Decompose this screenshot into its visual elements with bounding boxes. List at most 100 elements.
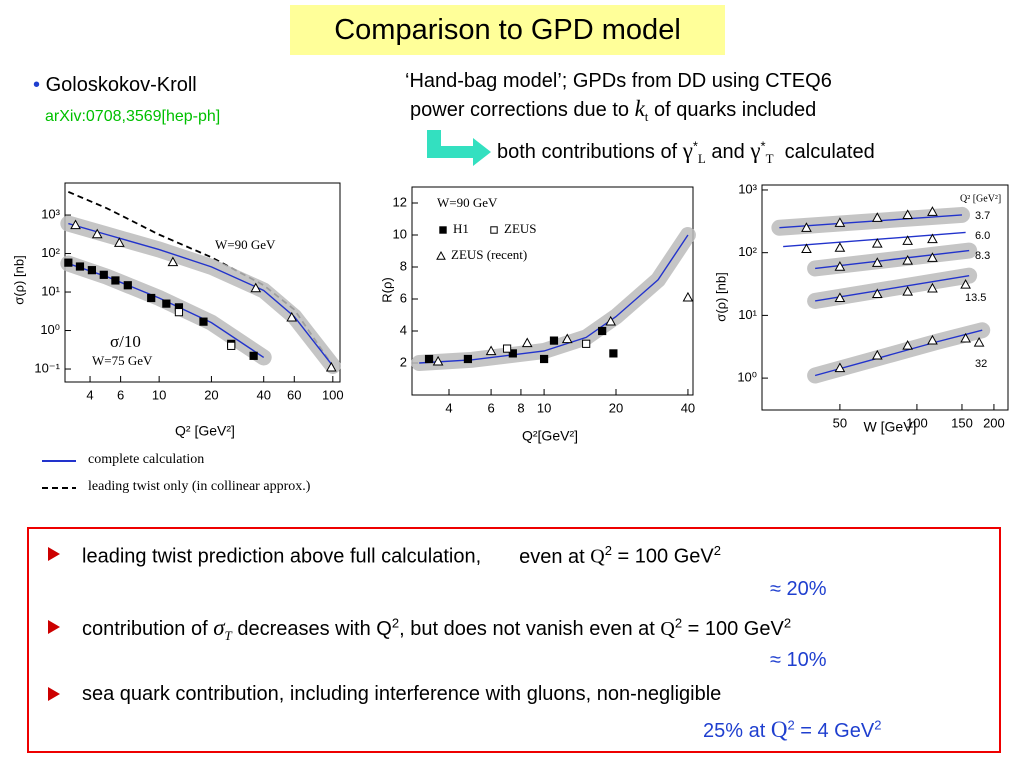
model-curve bbox=[419, 234, 689, 364]
triangle-marker bbox=[973, 336, 985, 347]
triangle-marker bbox=[286, 311, 298, 322]
x-tick-label: 8 bbox=[517, 400, 524, 415]
y-tick-label: 10⁰ bbox=[737, 370, 757, 385]
x-tick-label: 200 bbox=[983, 415, 1005, 430]
square-marker bbox=[424, 354, 434, 364]
title: Comparison to GPD model bbox=[290, 5, 725, 55]
y-tick-label: 10³ bbox=[41, 206, 60, 221]
square-marker bbox=[174, 308, 184, 317]
square-marker bbox=[199, 317, 208, 326]
y-tick-label: 2 bbox=[400, 354, 407, 369]
triangle-marker bbox=[561, 333, 573, 344]
box-line: ≈ 20% bbox=[770, 578, 827, 600]
t: = 100 GeV bbox=[682, 618, 784, 640]
t: Q bbox=[660, 618, 675, 640]
y-tick-label: 8 bbox=[400, 258, 407, 273]
legend-entry: leading twist only (in collinear approx.… bbox=[88, 479, 311, 494]
t: 2 bbox=[713, 543, 721, 558]
y-tick-label: 10¹ bbox=[41, 283, 60, 298]
t: 2 bbox=[787, 717, 795, 733]
t: 2 bbox=[783, 615, 792, 631]
t: contribution of bbox=[82, 618, 214, 640]
square-marker bbox=[249, 351, 258, 360]
triangle-marker bbox=[485, 345, 497, 356]
square-marker bbox=[502, 344, 512, 353]
box-line: contribution of σT decreases with Q2, bu… bbox=[82, 615, 791, 644]
t: both contributions of bbox=[497, 141, 683, 163]
y-tick-label: 10³ bbox=[738, 181, 757, 196]
reference: arXiv:0708,3569[hep-ph] bbox=[45, 108, 221, 125]
x-tick-label: 100 bbox=[906, 415, 928, 430]
square-marker bbox=[508, 349, 517, 358]
t: leading twist prediction above full calc… bbox=[82, 545, 482, 568]
box-line: ≈ 10% bbox=[770, 649, 827, 671]
triangle-marker bbox=[871, 237, 883, 248]
square-marker bbox=[463, 354, 473, 364]
t: L bbox=[697, 151, 706, 166]
t: t bbox=[644, 109, 649, 124]
x-tick-label: 60 bbox=[287, 387, 301, 402]
triangle-marker bbox=[927, 233, 938, 244]
t: * bbox=[760, 138, 766, 154]
square-marker bbox=[147, 293, 156, 303]
t: 2 bbox=[674, 615, 683, 631]
x-tick-label: 100 bbox=[322, 387, 344, 402]
y-tick-label: 10¹ bbox=[738, 307, 757, 322]
x-tick-label: 4 bbox=[86, 387, 93, 402]
triangle-marker bbox=[834, 292, 846, 303]
triangle-marker bbox=[114, 237, 125, 247]
x-tick-label: 50 bbox=[833, 415, 847, 430]
square-marker bbox=[582, 339, 591, 348]
annotation: W=90 GeV bbox=[437, 195, 498, 210]
square-marker bbox=[609, 349, 618, 358]
x-axis-label: Q²[GeV²] bbox=[522, 428, 578, 444]
x-tick-label: 10 bbox=[537, 400, 551, 415]
annotation: Q² [GeV²] bbox=[960, 193, 1001, 204]
triangle-marker bbox=[521, 337, 533, 348]
triangle-marker bbox=[902, 254, 914, 265]
square-marker bbox=[549, 336, 559, 345]
bullet bbox=[48, 620, 60, 634]
triangle-marker bbox=[960, 332, 971, 343]
t: 25% at bbox=[703, 720, 771, 742]
series-label: 32 bbox=[975, 358, 987, 370]
triangle-marker bbox=[960, 279, 971, 289]
y-axis-label: σ(ρ) [nb] bbox=[11, 255, 26, 304]
x-tick-label: 20 bbox=[609, 400, 623, 415]
x-tick-label: 10 bbox=[152, 387, 166, 402]
x-tick-label: 6 bbox=[117, 387, 124, 402]
t: calculated bbox=[773, 141, 875, 163]
square-marker bbox=[111, 276, 120, 285]
series-label: 3.7 bbox=[975, 210, 990, 222]
t: Q bbox=[770, 717, 788, 742]
triangle-marker bbox=[902, 235, 914, 245]
square-marker bbox=[227, 341, 236, 350]
series-label: 6.0 bbox=[975, 230, 990, 242]
note: ‘Hand-bag model’; GPDs from DD using CTE… bbox=[405, 70, 832, 92]
t: γ bbox=[682, 138, 693, 163]
y-tick-label: 10 bbox=[393, 226, 407, 241]
legend-label: H1 bbox=[453, 221, 469, 236]
t: k bbox=[634, 96, 645, 121]
note: both contributions of γ*L and γ*T calcul… bbox=[497, 138, 875, 167]
t: 2 bbox=[391, 615, 400, 631]
triangle-marker bbox=[834, 362, 846, 373]
square-marker bbox=[99, 270, 108, 279]
model-curve bbox=[814, 329, 983, 377]
note: power corrections due to kt of quarks in… bbox=[410, 96, 816, 125]
triangle-marker bbox=[325, 361, 337, 372]
x-tick-label: 6 bbox=[487, 400, 494, 415]
t: = 100 GeV bbox=[611, 545, 714, 568]
x-tick-label: 20 bbox=[204, 387, 218, 402]
annotation: σ/10 bbox=[110, 332, 141, 351]
y-axis-label: σ(ρ) [nb] bbox=[713, 272, 728, 321]
model-curve bbox=[779, 214, 963, 229]
triangle-marker bbox=[432, 355, 444, 366]
box-line: 25% at Q2 = 4 GeV2 bbox=[703, 717, 881, 743]
t: decreases with Q bbox=[231, 618, 392, 640]
t: 2 bbox=[604, 543, 612, 558]
t: Q bbox=[590, 545, 605, 568]
box-line: leading twist prediction above full calc… bbox=[82, 543, 721, 569]
